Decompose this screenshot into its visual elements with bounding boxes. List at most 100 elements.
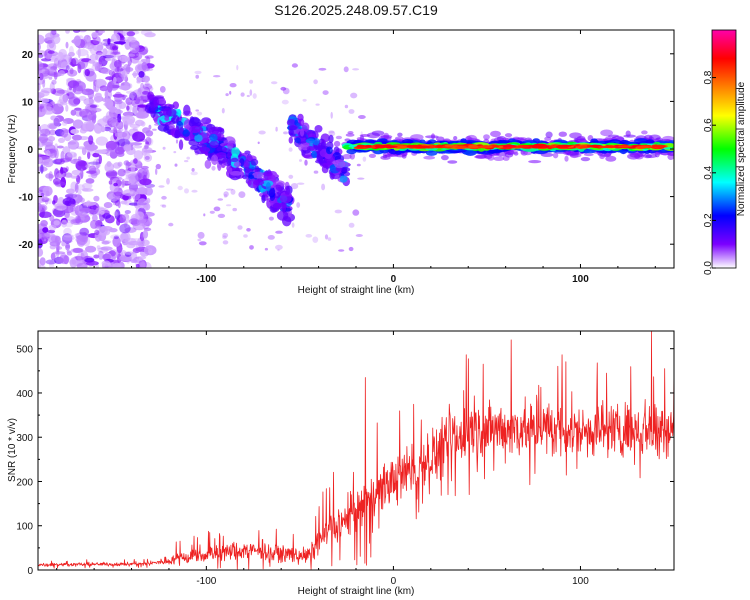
spectrogram-cell [315, 103, 320, 106]
spectrogram-cell [65, 193, 78, 199]
spectrogram-cell [350, 92, 358, 99]
spectrogram-cell [136, 217, 150, 227]
spectrogram-cell [108, 180, 113, 185]
spectrogram-cell [65, 65, 70, 71]
spectrogram-cell [431, 133, 435, 140]
spectrogram-cell [203, 213, 206, 217]
spectrogram-cell [155, 163, 161, 170]
spectrogram-cell [142, 229, 149, 239]
spectrogram-cell [86, 260, 99, 266]
spectrogram-cell [133, 145, 143, 149]
spectrogram-cell [271, 81, 278, 85]
spectrogram-cell [304, 159, 308, 166]
spectrogram-cell [124, 210, 131, 214]
spectrogram-cell [276, 210, 289, 221]
spectrogram-cell [57, 51, 64, 61]
spectrogram-y-tick-label: 0 [27, 145, 33, 156]
spectrogram-cell [38, 66, 42, 74]
spectrogram-cell [67, 140, 80, 150]
spectrogram-y-label: Frequency (Hz) [7, 115, 18, 184]
spectrogram-cell [150, 107, 156, 119]
spectrogram-cell [246, 94, 250, 98]
spectrogram-cell [268, 216, 274, 221]
spectrogram-cell [130, 163, 136, 173]
spectrogram-cell [58, 94, 67, 105]
spectrogram-cell [110, 33, 121, 44]
spectrogram-cell [45, 259, 57, 265]
spectrogram-cell [48, 76, 53, 80]
spectrogram-cell [186, 156, 190, 160]
spectrogram-cell [299, 159, 302, 162]
spectrogram-cell [133, 150, 144, 160]
spectrogram-cell [277, 248, 280, 252]
spectrogram-cell [189, 125, 201, 134]
spectrogram-cell [483, 134, 490, 140]
spectrogram-cell [223, 191, 229, 197]
spectrogram-cell [347, 131, 354, 135]
spectrogram-cell [74, 256, 84, 261]
spectrogram-cell [258, 130, 266, 135]
spectrogram-cell [142, 91, 150, 95]
spectrogram-cell [39, 90, 50, 97]
snr-y-label: SNR (10 * v/v) [7, 418, 18, 482]
spectrogram-cell [148, 124, 152, 130]
spectrogram-cell [53, 220, 60, 226]
snr-y-tick-label: 400 [16, 389, 33, 400]
spectrogram-cell [100, 226, 113, 231]
spectrogram-cell [318, 67, 327, 71]
spectrogram-cell [122, 118, 135, 126]
spectrogram-cell [99, 85, 108, 92]
spectrogram-cell [89, 104, 98, 108]
spectrogram-cell [87, 112, 92, 123]
spectrogram-cell [641, 130, 648, 135]
spectrogram-cell [380, 134, 393, 139]
spectrogram-cell [125, 90, 136, 95]
spectrogram-cell [105, 110, 114, 121]
spectrogram-cell [112, 93, 125, 98]
spectrogram-cell [201, 117, 212, 124]
spectrogram-cell [38, 70, 46, 74]
spectrogram-cell [126, 105, 130, 111]
spectrogram-cell [313, 170, 319, 174]
spectrogram-cell [92, 214, 98, 222]
spectrogram-cell [605, 155, 617, 162]
spectrogram-cell [89, 53, 99, 61]
spectrogram-cell [648, 134, 661, 141]
spectrogram-cell [44, 128, 50, 136]
spectrogram-cell [313, 79, 318, 85]
spectrogram-cell [88, 174, 94, 178]
spectrogram-cell [441, 155, 449, 161]
spectrogram-cell [91, 31, 99, 38]
spectrogram-cell [49, 82, 55, 93]
spectrogram-cell [197, 238, 202, 242]
spectrogram-cell [129, 44, 140, 54]
spectrogram-cell [216, 152, 227, 158]
spectrogram-cell [124, 227, 137, 233]
spectrogram-cell [453, 136, 458, 141]
spectrogram-cell [98, 30, 106, 34]
spectrogram-cell [286, 119, 296, 126]
spectrogram-cell [54, 158, 65, 165]
spectrogram-cell [171, 114, 180, 124]
spectrogram-cell [70, 175, 78, 179]
spectrogram-cell [138, 239, 150, 247]
spectrogram-cell [280, 86, 287, 91]
spectrogram-cell [86, 170, 97, 174]
spectrogram-cell [44, 195, 48, 200]
spectrogram-cell [38, 137, 49, 141]
spectrogram-cell [65, 104, 69, 112]
spectrogram-cell [52, 88, 65, 96]
spectrogram-cell [349, 152, 355, 160]
spectrogram-cell [249, 79, 254, 84]
spectrogram-cell [580, 145, 588, 148]
spectrogram-cell [95, 136, 108, 146]
spectrogram-cell [222, 240, 229, 245]
spectrogram-y-tick-label: 10 [22, 97, 34, 108]
spectrogram-cell [121, 70, 128, 81]
spectrogram-cell [51, 30, 57, 36]
spectrogram-cell [213, 206, 221, 212]
spectrogram-cell [105, 147, 113, 156]
spectrogram-cell [63, 234, 74, 238]
spectrogram-cell [334, 209, 342, 214]
chart-title: S126.2025.248.09.57.C19 [274, 2, 438, 18]
